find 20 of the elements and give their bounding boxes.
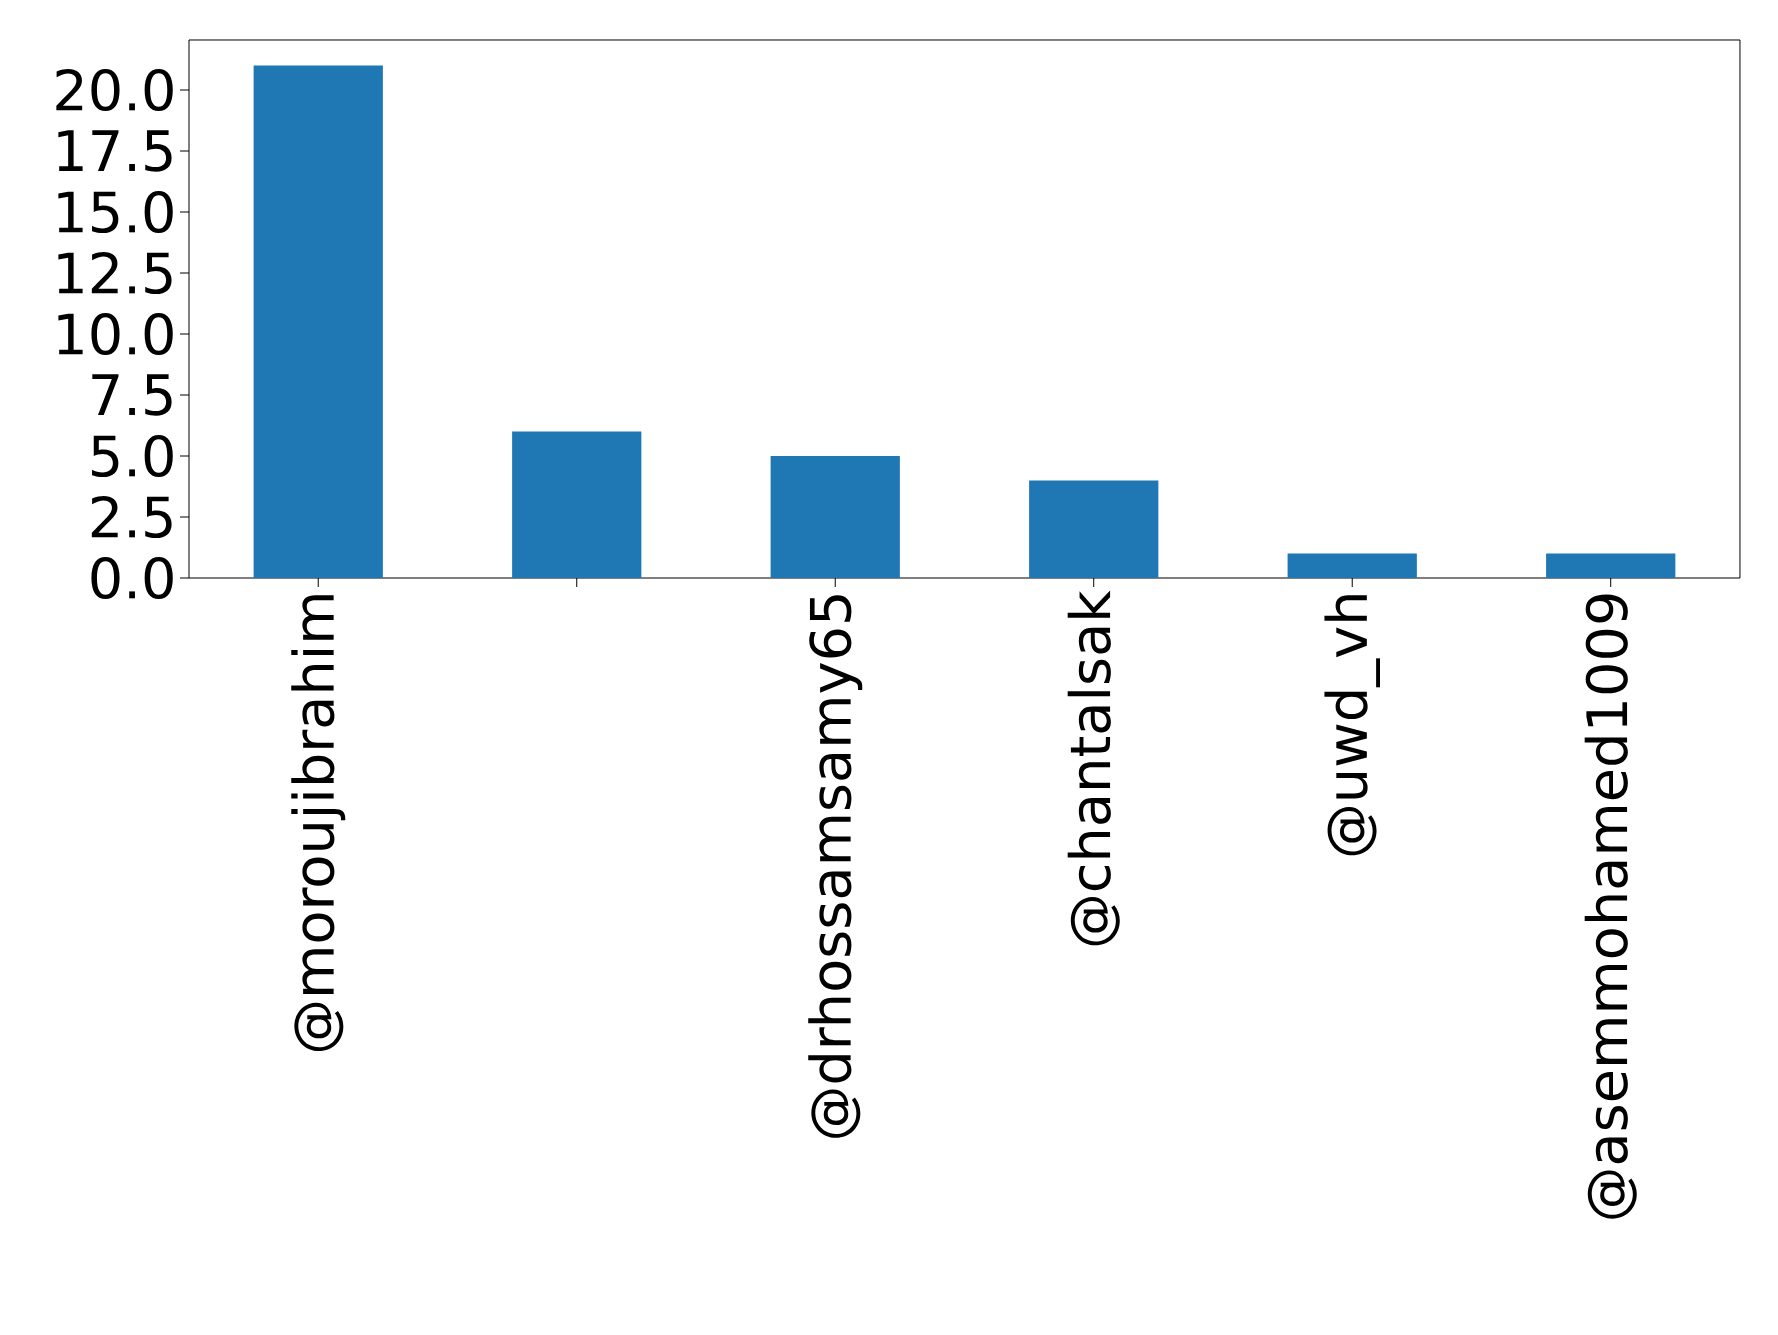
y-tick-label: 20.0: [56, 68, 173, 112]
bar: [253, 65, 383, 578]
y-tick-label: 17.5: [58, 130, 172, 172]
bar: [1029, 480, 1159, 578]
y-tick-label: 7.5: [92, 374, 172, 416]
x-tick-label: @chantalsak: [1067, 590, 1120, 946]
x-tick-label: @asemmohamed1009: [1584, 594, 1637, 1219]
y-tick-label: 15.0: [58, 190, 173, 234]
y-tick-label: 10.0: [58, 312, 173, 356]
x-tick-label: @drhossamsamy65: [808, 595, 863, 1138]
y-tick-label: 12.5: [58, 251, 172, 295]
bar: [770, 456, 900, 578]
x-tick-label: @uwd_vh: [1324, 595, 1380, 856]
bar: [1546, 553, 1676, 578]
bar: [1287, 553, 1417, 578]
x-tick-label: @moroujibrahim: [291, 595, 346, 1052]
bar: [512, 431, 642, 578]
y-tick-label: 5.0: [92, 434, 173, 478]
y-tick-label: 0.0: [91, 556, 173, 600]
y-tick-label: 2.5: [91, 495, 172, 539]
